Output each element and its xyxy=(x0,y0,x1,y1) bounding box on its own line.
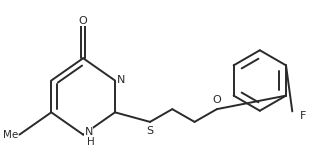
Text: O: O xyxy=(213,95,221,105)
Text: N: N xyxy=(84,127,93,137)
Text: H: H xyxy=(87,137,95,147)
Text: F: F xyxy=(299,111,306,121)
Text: O: O xyxy=(79,16,88,26)
Text: Me: Me xyxy=(3,130,18,140)
Text: N: N xyxy=(117,76,125,85)
Text: S: S xyxy=(146,126,153,136)
